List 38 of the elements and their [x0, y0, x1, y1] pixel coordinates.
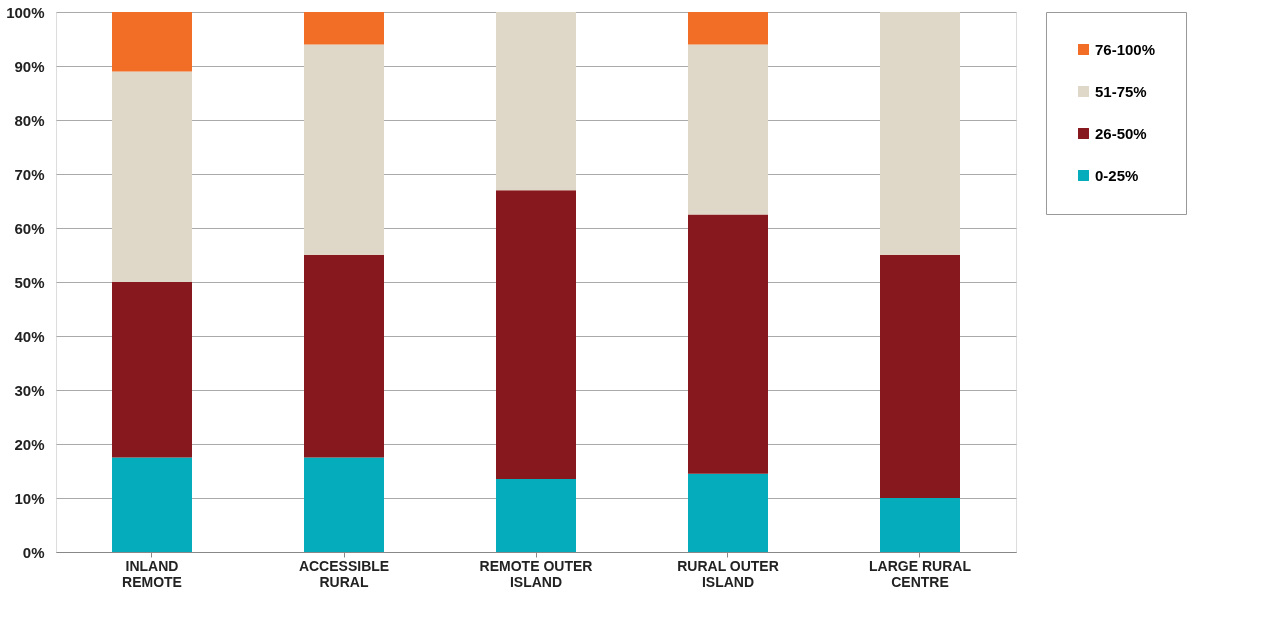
bar	[304, 457, 384, 552]
y-tick-label: 100%	[6, 3, 45, 21]
y-tick-label: 60%	[14, 219, 45, 237]
y-tick-label: 90%	[14, 57, 45, 75]
bar	[880, 255, 960, 498]
x-tick-label: REMOTE OUTER ISLAND	[479, 557, 593, 590]
bar	[496, 190, 576, 480]
x-tick-label: RURAL OUTER ISLAND	[677, 557, 779, 590]
x-tick-label: LARGE RURAL CENTRE	[869, 557, 972, 590]
y-tick-label: 30%	[14, 381, 45, 399]
bar	[688, 12, 768, 45]
bar	[880, 12, 960, 255]
bar	[880, 498, 960, 552]
bar	[688, 214, 768, 474]
bar	[304, 255, 384, 458]
y-tick-label: 10%	[14, 489, 45, 507]
bar	[496, 479, 576, 552]
x-tick-label: ACCESSIBLE RURAL	[298, 557, 390, 590]
legend-label: 0-25%	[1095, 166, 1139, 184]
legend-label: 76-100%	[1095, 40, 1156, 58]
bar	[112, 12, 192, 72]
bar	[112, 457, 192, 552]
y-tick-label: 0%	[22, 543, 45, 561]
x-tick-label: INLAND REMOTE	[122, 557, 182, 590]
y-tick-label: 40%	[14, 327, 45, 345]
bar	[112, 282, 192, 458]
bar	[496, 12, 576, 191]
bar	[112, 71, 192, 282]
y-tick-label: 70%	[14, 165, 45, 183]
bar	[688, 473, 768, 552]
bar	[304, 44, 384, 255]
legend-label: 51-75%	[1095, 82, 1147, 100]
y-tick-label: 80%	[14, 111, 45, 129]
y-tick-label: 20%	[14, 435, 45, 453]
bar	[304, 12, 384, 45]
legend-label: 26-50%	[1095, 124, 1147, 142]
y-tick-label: 50%	[14, 273, 45, 291]
bar	[688, 44, 768, 215]
